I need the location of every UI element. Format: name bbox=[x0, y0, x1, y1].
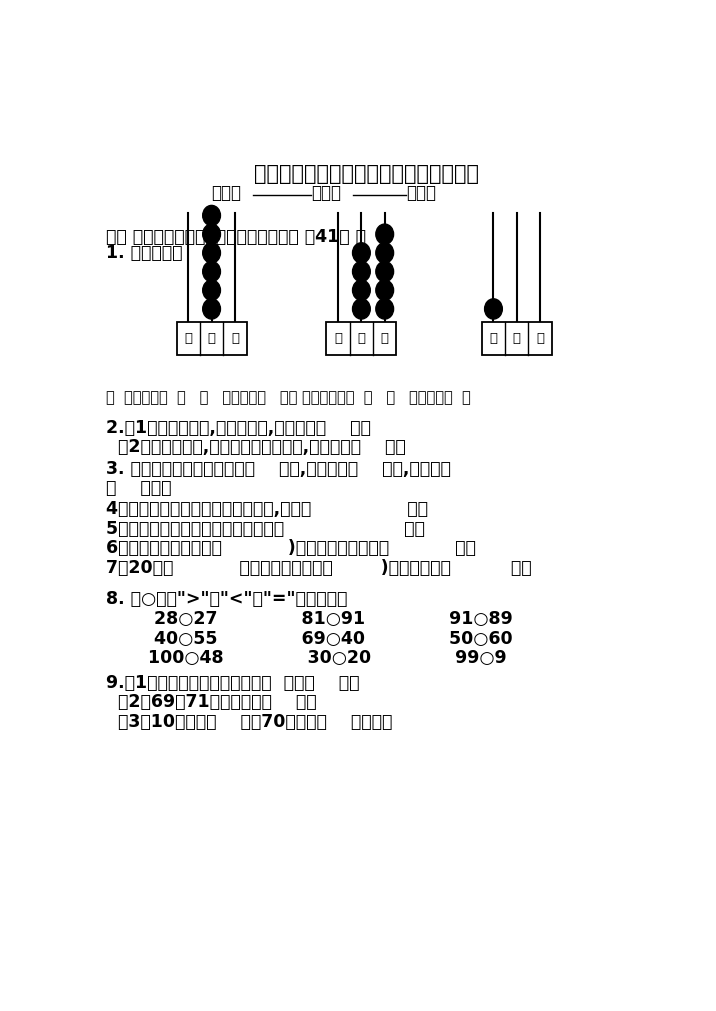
Ellipse shape bbox=[352, 299, 370, 319]
Text: 28○27              81○91              91○89: 28○27 81○91 91○89 bbox=[106, 611, 513, 628]
Text: 一、 填空题。（每空１分，其他每空一分 共41分 ）: 一、 填空题。（每空１分，其他每空一分 共41分 ） bbox=[106, 227, 366, 246]
Text: （    ）位。: （ ）位。 bbox=[106, 479, 172, 497]
Ellipse shape bbox=[376, 262, 394, 282]
Text: 6、比１３少８的数是（           )，比７多９的数是（           ）。: 6、比１３少８的数是（ )，比７多９的数是（ ）。 bbox=[106, 539, 476, 557]
Text: 个: 个 bbox=[536, 332, 544, 345]
Text: 十: 十 bbox=[357, 332, 365, 345]
Text: 十: 十 bbox=[208, 332, 216, 345]
Text: 4、一个加数是８，另一个加数是９,和是（                ）。: 4、一个加数是８，另一个加数是９,和是（ ）。 bbox=[106, 500, 428, 519]
Text: 1. 看图填空。: 1. 看图填空。 bbox=[106, 244, 183, 262]
Bar bbox=[326, 323, 397, 355]
Ellipse shape bbox=[203, 205, 221, 225]
Text: 9.（1）和３７相邻的两个数是（  ）和（    ）。: 9.（1）和３７相邻的两个数是（ ）和（ ）。 bbox=[106, 674, 359, 693]
Text: 3. 一个数从右边起第一位是（    ）位,第二位是（    ）位,第三位是: 3. 一个数从右边起第一位是（ ）位,第二位是（ ）位,第三位是 bbox=[106, 460, 451, 478]
Ellipse shape bbox=[352, 262, 370, 282]
Text: 100○48              30○20              99○9: 100○48 30○20 99○9 bbox=[106, 649, 507, 667]
Ellipse shape bbox=[203, 299, 221, 319]
Ellipse shape bbox=[352, 243, 370, 263]
Text: 2.（1）十位上是５,个位上是０,这个数是（    ）。: 2.（1）十位上是５,个位上是０,这个数是（ ）。 bbox=[106, 419, 371, 437]
Ellipse shape bbox=[203, 280, 221, 300]
Text: ______: ______ bbox=[253, 184, 304, 202]
Text: （2）百位上是１,十位和个位上都是０,这个数是（    ）。: （2）百位上是１,十位和个位上都是０,这个数是（ ）。 bbox=[106, 438, 406, 456]
Ellipse shape bbox=[376, 299, 394, 319]
Ellipse shape bbox=[203, 243, 221, 263]
Text: 十: 十 bbox=[513, 332, 521, 345]
Text: （2）69和71中间的数是（    ）。: （2）69和71中间的数是（ ）。 bbox=[106, 694, 316, 712]
Text: 张北一小一年级数学下册第一次月考试题: 张北一小一年级数学下册第一次月考试题 bbox=[254, 164, 480, 184]
Ellipse shape bbox=[485, 299, 503, 319]
Ellipse shape bbox=[203, 224, 221, 245]
Text: 百: 百 bbox=[184, 332, 193, 345]
Text: 7、20是（           ）位数，个位上是（        )，十位上是（          ）。: 7、20是（ ）位数，个位上是（ )，十位上是（ ）。 bbox=[106, 559, 532, 577]
Ellipse shape bbox=[352, 280, 370, 300]
Text: 个: 个 bbox=[231, 332, 239, 345]
Ellipse shape bbox=[376, 280, 394, 300]
Bar bbox=[482, 323, 552, 355]
Ellipse shape bbox=[376, 224, 394, 245]
Text: （  ）个十是（  ）   （   ）个十和（   ）个 一合起来是（  ）   （   ）个百是（  ）: （ ）个十是（ ） （ ）个十和（ ）个 一合起来是（ ） （ ）个百是（ ） bbox=[106, 390, 471, 404]
Text: 40○55              69○40              50○60: 40○55 69○40 50○60 bbox=[106, 630, 513, 648]
Ellipse shape bbox=[203, 262, 221, 282]
Bar bbox=[177, 323, 246, 355]
Text: 个: 个 bbox=[381, 332, 389, 345]
Text: 姓名：: 姓名： bbox=[311, 184, 342, 202]
Text: 班级：: 班级： bbox=[212, 184, 241, 202]
Text: 5、被减数是１４，减数是８，差是（                    ）。: 5、被减数是１４，减数是８，差是（ ）。 bbox=[106, 520, 425, 538]
Text: 成绩：: 成绩： bbox=[406, 184, 436, 202]
Text: （3）10个十是（    ），70里面有（    ）个十。: （3）10个十是（ ），70里面有（ ）个十。 bbox=[106, 713, 392, 731]
Text: 百: 百 bbox=[490, 332, 498, 345]
Ellipse shape bbox=[376, 243, 394, 263]
Text: 8. 在○里填">"、"<"或"="。（９分）: 8. 在○里填">"、"<"或"="。（９分） bbox=[106, 590, 347, 608]
Text: 百: 百 bbox=[334, 332, 342, 345]
